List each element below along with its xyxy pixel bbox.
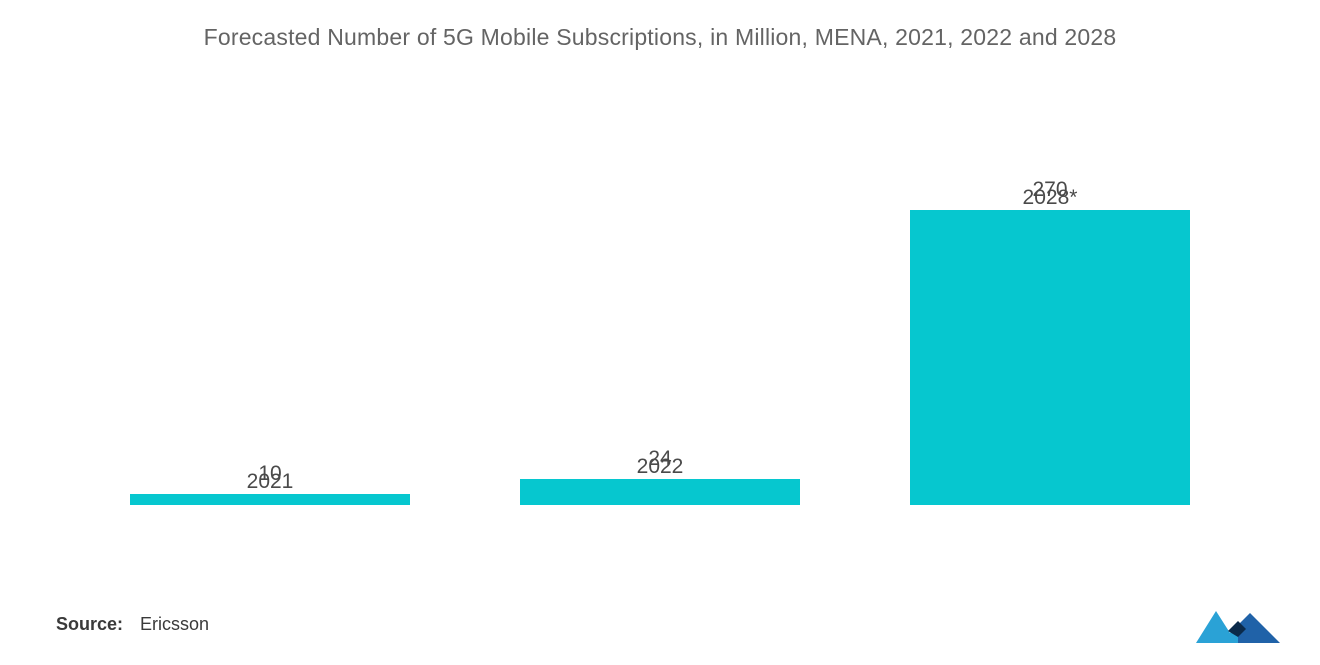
- category-label: 2021: [130, 470, 410, 547]
- category-label: 2022: [520, 455, 800, 547]
- plot-area: 102021 242022 2702028*: [110, 100, 1210, 505]
- chart-title: Forecasted Number of 5G Mobile Subscript…: [0, 24, 1320, 51]
- source-line: Source: Ericsson: [56, 614, 209, 635]
- brand-logo: [1190, 603, 1286, 647]
- bar-2021: 102021: [130, 454, 410, 505]
- source-label: Source:: [56, 614, 123, 634]
- bar-2028: 2702028*: [910, 170, 1190, 505]
- mordor-logo-icon: [1190, 603, 1286, 647]
- bar-2022: 242022: [520, 439, 800, 505]
- source-text: Ericsson: [140, 614, 209, 634]
- chart-container: { "chart": { "type": "bar", "title": "Fo…: [0, 0, 1320, 665]
- category-label: 2028*: [910, 186, 1190, 547]
